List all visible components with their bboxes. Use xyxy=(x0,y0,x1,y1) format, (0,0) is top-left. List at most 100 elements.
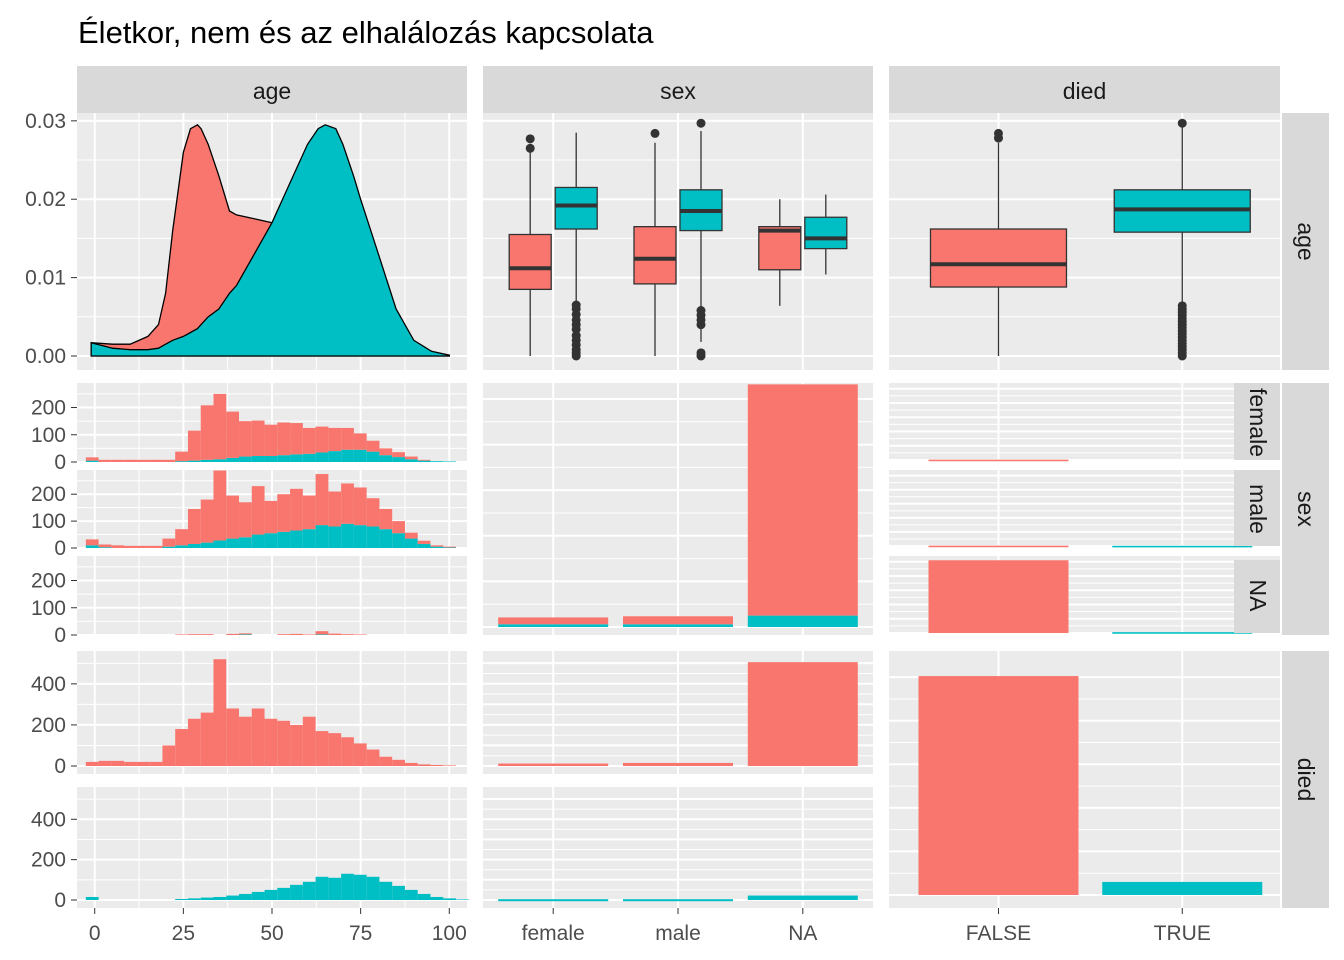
bar-na-false xyxy=(928,560,1069,633)
histogram-bar-true xyxy=(392,457,405,462)
histogram-bar-true xyxy=(366,876,380,900)
histogram-bar-true xyxy=(187,460,201,462)
histogram-bar-false xyxy=(366,440,380,452)
histogram-bar-false xyxy=(290,724,303,766)
histogram-bar-false xyxy=(111,459,125,462)
histogram-bar-false xyxy=(341,634,354,635)
histogram-bar-false xyxy=(443,546,457,548)
histogram-bar-false xyxy=(328,733,342,766)
histogram-bar-false xyxy=(149,545,163,548)
histogram-bar-true xyxy=(290,530,303,548)
row-strip-label: sex xyxy=(1293,491,1319,527)
histogram-bar-true xyxy=(290,884,303,900)
y-tick-label: 100 xyxy=(31,424,66,447)
x-tick-label: female xyxy=(522,922,585,945)
histogram-bar-true xyxy=(302,453,316,462)
histogram-bar-false xyxy=(187,718,201,766)
row-strip xyxy=(1282,113,1329,370)
outlier-point xyxy=(696,306,706,316)
boxplot-true xyxy=(1113,118,1251,361)
histogram-bar-true xyxy=(302,881,316,900)
histogram-bar-false xyxy=(366,498,380,527)
histogram-bar-true xyxy=(200,897,214,900)
bar-true xyxy=(1102,881,1263,895)
row-substrip xyxy=(1234,560,1280,633)
histogram-bar-false xyxy=(149,761,163,766)
histogram-bar-false xyxy=(315,731,329,766)
bar-male-false xyxy=(623,616,733,625)
histogram-bar-false xyxy=(251,486,265,535)
histogram-bar-true xyxy=(85,545,99,548)
histogram-bar-true xyxy=(226,538,240,548)
histogram-bar-false xyxy=(98,459,112,462)
histogram-bar-true xyxy=(328,877,342,900)
y-tick-label: 200 xyxy=(31,849,66,872)
y-tick-label: 0 xyxy=(54,537,66,560)
histogram-bar-false xyxy=(404,532,418,539)
bar-died-by-sex-panel xyxy=(889,383,1280,460)
bar-na-true xyxy=(747,895,858,900)
outlier-point xyxy=(1177,118,1187,128)
row-strip xyxy=(1282,383,1329,635)
histogram-bar-false xyxy=(162,745,176,766)
histogram-bar-true xyxy=(443,547,457,548)
histogram-bar-false xyxy=(379,448,393,456)
histogram-bar-false xyxy=(85,457,99,461)
histogram-bar-false xyxy=(353,634,367,635)
histogram-bar-true xyxy=(302,529,316,548)
histogram-bar-true xyxy=(175,461,188,462)
bar-na-true xyxy=(1112,632,1253,634)
x-tick-label: TRUE xyxy=(1154,922,1211,945)
histogram-bar-true xyxy=(430,461,444,462)
histogram-bar-true xyxy=(85,896,99,900)
outlier-point xyxy=(571,300,581,310)
histogram-bar-false xyxy=(430,545,444,547)
histogram-bar-true xyxy=(239,634,252,635)
histogram-bar-true xyxy=(213,896,227,900)
histogram-bar-true xyxy=(366,526,380,548)
bar-female-false xyxy=(498,763,609,766)
histogram-bar-true xyxy=(200,459,214,462)
x-tick-label: 50 xyxy=(260,922,283,945)
histogram-bar-true xyxy=(404,459,418,462)
histogram-bar-true xyxy=(239,537,252,548)
histogram-bar-false xyxy=(417,459,431,461)
histogram-na xyxy=(175,631,367,635)
histogram-bar-false xyxy=(226,633,240,635)
histogram-bar-false xyxy=(226,708,240,766)
histogram-bar-false xyxy=(200,405,214,460)
bar-female-false xyxy=(498,617,609,625)
histogram-bar-false xyxy=(302,634,316,635)
histogram-bar-false xyxy=(162,459,176,462)
histogram-bar-true xyxy=(353,525,367,548)
bar-female-true xyxy=(498,624,609,627)
histogram-bar-true xyxy=(417,460,431,462)
histogram-bar-true xyxy=(315,525,329,548)
histogram-bar-false xyxy=(251,420,265,457)
histogram-bar-false xyxy=(290,633,303,635)
x-tick-label: male xyxy=(655,922,701,945)
histogram-bar-false xyxy=(302,716,316,766)
histogram-bar-false xyxy=(111,760,125,766)
histogram-bar-false xyxy=(175,529,188,546)
outlier-point xyxy=(525,134,535,144)
histogram-bar-true xyxy=(443,461,457,462)
histogram-bar-true xyxy=(277,455,291,462)
histogram-bar-true xyxy=(277,531,291,548)
histogram-bar-true xyxy=(85,460,99,462)
y-tick-label: 0 xyxy=(54,889,66,912)
boxplot-female-true xyxy=(554,132,598,361)
histogram-bar-true xyxy=(341,873,354,900)
box xyxy=(508,233,552,291)
histogram-bar-false xyxy=(392,452,405,458)
x-tick-label: FALSE xyxy=(966,922,1031,945)
histogram-bar-false xyxy=(226,411,240,458)
histogram-bar-true xyxy=(239,893,252,900)
histogram-bar-true xyxy=(213,459,227,462)
outlier-point xyxy=(525,143,535,153)
histogram-bar-true xyxy=(200,542,214,548)
histogram-bar-false xyxy=(200,712,214,766)
histogram-bar-true xyxy=(366,451,380,462)
outlier-point xyxy=(696,348,706,358)
histogram-bar-true xyxy=(277,887,291,900)
